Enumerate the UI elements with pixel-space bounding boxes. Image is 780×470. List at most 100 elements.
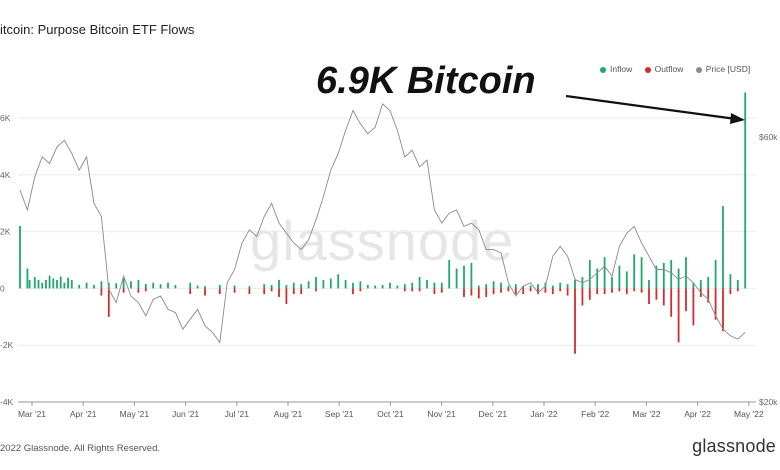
outflow-bar (596, 288, 599, 295)
outflow-bar (633, 288, 636, 292)
x-tick-label: Mar '21 (18, 409, 46, 419)
outflow-bar (685, 288, 687, 312)
x-tick-label: Mar '22 (632, 409, 660, 419)
inflow-bar (470, 262, 473, 289)
annotation-label: 6.9K Bitcoin (316, 60, 536, 102)
x-tick-label: Oct '21 (377, 409, 404, 419)
outflow-bar (233, 288, 236, 293)
legend-inflow-label: Inflow (610, 64, 633, 74)
outflow-bar (625, 288, 628, 295)
x-tick-label: Feb '22 (581, 409, 609, 419)
outflow-bar (463, 288, 465, 297)
inflow-bar (337, 274, 340, 289)
inflow-bar (685, 257, 687, 289)
inflow-bar (537, 284, 539, 289)
inflow-bar (78, 285, 81, 289)
outflow-bar (662, 288, 665, 306)
outflow-bar (285, 288, 288, 305)
chart-legend: Inflow Outflow Price [USD] (600, 64, 760, 74)
outflow-bar (470, 288, 473, 296)
outflow-bar (204, 288, 206, 296)
inflow-bar (559, 282, 562, 289)
inflow-bar (699, 279, 702, 289)
annotation-arrow-head (730, 113, 745, 124)
outflow-bar (559, 288, 562, 292)
inflow-bar (551, 285, 554, 289)
x-tick-label: Aug '21 (274, 409, 303, 419)
inflow-bar (315, 277, 317, 289)
inflow-bar (588, 260, 591, 289)
inflow-bar (85, 282, 88, 289)
inflow-bar (448, 260, 451, 289)
inflow-bar (93, 285, 95, 289)
outflow-bar (403, 288, 406, 292)
outflow-bar (529, 288, 532, 292)
x-tick-label: Jun '21 (172, 409, 199, 419)
annotation-arrow (565, 94, 737, 121)
inflow-bar (130, 281, 132, 289)
outflow-bar (603, 288, 606, 295)
x-axis: Mar '21 Apr '21 May '21 Jun '21 Jul '21 Aug '… (18, 402, 764, 419)
inflow-bar (137, 279, 140, 289)
inflow-bar (248, 286, 251, 289)
x-tick-label: May '21 (120, 409, 150, 419)
outflow-bar (707, 288, 710, 303)
outflow-bar (500, 288, 502, 293)
inflow-bar (152, 282, 155, 289)
outflow-bar (618, 288, 621, 292)
inflow-bar (52, 278, 55, 289)
inflow-bar (37, 279, 40, 289)
legend-outflow[interactable]: Outflow (644, 64, 684, 74)
inflow-bar (174, 285, 177, 289)
inflow-bar (714, 260, 717, 289)
x-tick-label: Apr '22 (684, 409, 711, 419)
y-tick-right: $20k (759, 397, 778, 407)
outflow-bar (300, 288, 303, 295)
legend-price[interactable]: Price [USD] (695, 64, 750, 74)
legend-inflow[interactable]: Inflow (600, 64, 632, 74)
outflow-bar (677, 288, 680, 343)
inflow-bar (19, 225, 21, 289)
outflow-bar (507, 288, 510, 292)
inflow-bar (648, 279, 650, 289)
inflow-bar (744, 92, 747, 289)
inflow-bar (233, 285, 236, 289)
outflow-bar (440, 288, 443, 293)
outflow-bar (670, 288, 673, 317)
outflow-bar (411, 288, 414, 292)
inflow-bar (322, 279, 325, 289)
inflow-bar (455, 268, 458, 289)
outflow-bar (218, 288, 221, 295)
outflow-bar (359, 288, 362, 292)
x-tick-label: Jan '22 (530, 409, 557, 419)
inflow-bar (41, 282, 44, 289)
inflow-bar (278, 279, 280, 289)
inflow-bar (492, 281, 495, 289)
inflow-bar (204, 286, 206, 289)
outflow-dot-icon (644, 66, 651, 73)
inflow-bar (26, 268, 29, 289)
inflow-bar (625, 271, 628, 289)
inflow-bar (56, 279, 58, 289)
inflow-bar (144, 283, 147, 289)
inflow-bar (100, 281, 103, 289)
outflow-bar (581, 288, 584, 306)
inflow-bar (67, 277, 69, 289)
inflow-bar (167, 282, 169, 289)
outflow-bar (522, 288, 525, 295)
outflow-bar (736, 288, 739, 292)
legend-outflow-label: Outflow (654, 64, 684, 74)
outflow-bar (729, 288, 732, 295)
inflow-bar (189, 282, 192, 289)
inflow-bar (655, 265, 658, 289)
outflow-bar (514, 288, 517, 295)
inflow-bar (433, 282, 436, 289)
watermark-logo: glassnode (250, 209, 515, 272)
outflow-bar (485, 288, 488, 297)
inflow-bar (670, 260, 673, 289)
inflow-bar (522, 286, 525, 289)
chart-title: itcoin: Purpose Bitcoin ETF Flows (0, 22, 195, 37)
outflow-bar (566, 288, 569, 296)
inflow-bar (396, 285, 399, 289)
